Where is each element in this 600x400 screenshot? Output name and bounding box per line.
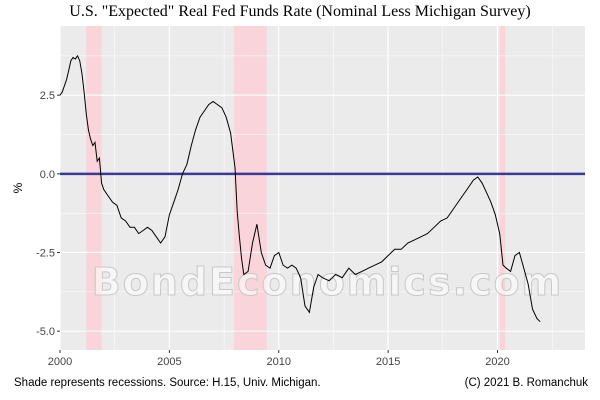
y-tick-label: 2.5	[40, 90, 55, 102]
recession-band	[86, 26, 102, 350]
series-line	[59, 54, 541, 323]
chart-title: U.S. "Expected" Real Fed Funds Rate (Nom…	[69, 3, 531, 20]
x-axis-ticks: 2000 2005 2010 2015 2020	[48, 350, 510, 368]
copyright-note: (C) 2021 B. Romanchuk	[464, 377, 588, 389]
recession-band	[233, 26, 267, 350]
x-tick-label: 2020	[485, 356, 509, 368]
x-tick-label: 2015	[376, 356, 400, 368]
recession-shading	[86, 26, 506, 350]
x-tick-label: 2000	[48, 356, 72, 368]
y-axis-ticks: 2.5 0.0 -2.5 -5.0	[36, 90, 60, 338]
y-tick-label: 0.0	[40, 169, 55, 181]
x-tick-label: 2010	[267, 356, 291, 368]
y-axis-title: %	[11, 182, 25, 193]
source-note: Shade represents recessions. Source: H.1…	[14, 377, 321, 389]
grid-lines	[59, 26, 585, 350]
watermark-text: BondEconomics.com	[92, 260, 564, 304]
x-tick-label: 2005	[157, 356, 181, 368]
y-tick-label: -5.0	[36, 326, 55, 338]
recession-band	[499, 26, 506, 350]
y-tick-label: -2.5	[36, 247, 55, 259]
